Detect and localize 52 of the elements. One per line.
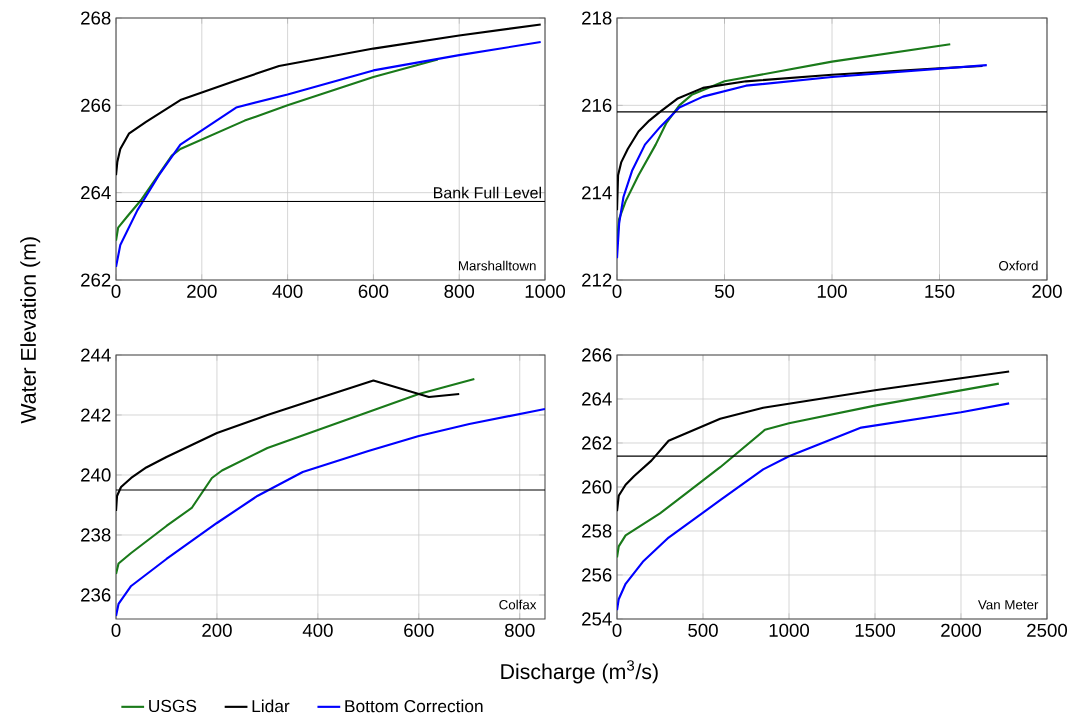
x-tick-label: 0 <box>612 284 622 298</box>
x-tick-label: 500 <box>688 623 718 637</box>
x-tick-label: 800 <box>444 284 475 298</box>
y-tick-label: 242 <box>81 408 111 422</box>
annotation: Colfax <box>499 599 537 610</box>
y-tick-label: 212 <box>582 273 612 287</box>
y-tick-label: 218 <box>582 11 612 25</box>
x-tick-label: 50 <box>714 284 735 298</box>
x-tick-label: 0 <box>111 284 121 298</box>
y-tick-label: 264 <box>582 392 612 406</box>
y-tick-label: 238 <box>81 528 111 542</box>
ref-line-label: Bank Full Level <box>434 186 541 199</box>
x-tick-label: 2000 <box>941 623 982 637</box>
x-tick-label: 200 <box>1032 284 1062 298</box>
y-tick-label: 260 <box>582 480 612 494</box>
y-tick-label: 244 <box>81 348 111 362</box>
x-tick-label: 2500 <box>1027 623 1068 637</box>
y-tick-label: 262 <box>582 436 612 450</box>
x-tick-label: 600 <box>404 623 434 637</box>
legend-label: Bottom Correction <box>345 699 483 713</box>
y-tick-label: 266 <box>582 348 612 362</box>
legend-label: USGS <box>149 699 197 713</box>
x-tick-label: 200 <box>202 623 232 637</box>
y-tick-label: 264 <box>81 186 111 200</box>
y-tick-label: 254 <box>582 612 612 626</box>
y-tick-label: 262 <box>81 273 111 287</box>
y-axis-title: Water Elevation (m) <box>20 237 41 424</box>
x-tick-label: 1000 <box>769 623 810 637</box>
x-tick-label: 0 <box>612 623 622 637</box>
y-tick-label: 240 <box>81 468 111 482</box>
x-tick-label: 200 <box>187 284 217 298</box>
x-tick-label: 600 <box>358 284 389 298</box>
annotation: Oxford <box>999 260 1038 271</box>
x-tick-label: 1000 <box>525 284 566 298</box>
x-axis-title: Discharge (m$^{3}$/s) <box>501 660 658 684</box>
y-tick-label: 216 <box>582 98 612 112</box>
y-tick-label: 236 <box>81 588 111 602</box>
x-tick-label: 1500 <box>855 623 896 637</box>
x-tick-label: 100 <box>817 284 847 298</box>
x-tick-label: 800 <box>505 623 535 637</box>
y-tick-label: 268 <box>81 11 111 25</box>
y-tick-label: 214 <box>582 186 612 200</box>
x-tick-label: 150 <box>925 284 955 298</box>
x-tick-label: 400 <box>272 284 303 298</box>
legend-label: Lidar <box>252 699 290 713</box>
x-tick-label: 0 <box>111 623 121 637</box>
y-tick-label: 256 <box>582 568 612 582</box>
y-tick-label: 266 <box>81 98 111 112</box>
x-tick-label: 400 <box>302 623 333 637</box>
annotation: Van Meter <box>977 600 1039 610</box>
y-tick-label: 258 <box>582 524 612 538</box>
annotation: Marshalltown <box>458 260 536 271</box>
